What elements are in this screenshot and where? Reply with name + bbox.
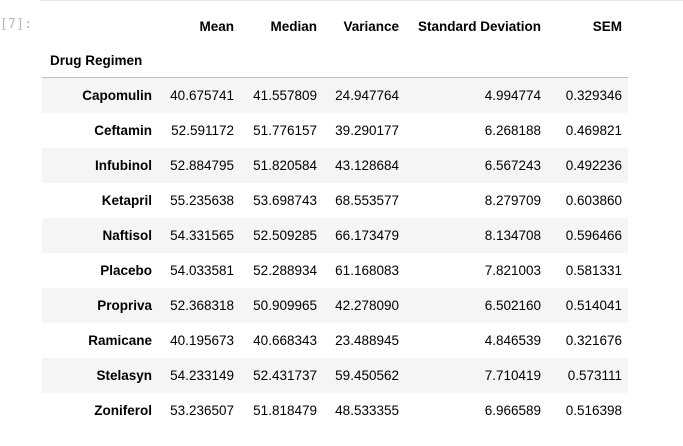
column-header-row: Mean Median Variance Standard Deviation … [42,9,628,43]
cell-median: 51.820584 [253,157,317,173]
cell-median: 40.668343 [253,332,317,348]
column-header-median: Median [270,18,317,34]
row-label: Stelasyn [96,367,152,383]
table-row: Naftisol 54.331565 52.509285 66.173479 8… [42,217,628,253]
row-label: Placebo [100,262,152,278]
cell-median: 53.698743 [253,192,317,208]
cell-variance: 66.173479 [335,227,399,243]
cell-standard-deviation: 4.846539 [484,332,541,348]
cell-median: 52.288934 [253,262,317,278]
table-row: Propriva 52.368318 50.909965 42.278090 6… [42,287,628,323]
cell-sem: 0.603860 [565,192,622,208]
table-row: Infubinol 52.884795 51.820584 43.128684 … [42,147,628,183]
row-label: Ketapril [101,192,152,208]
row-label: Ceftamin [94,122,152,138]
cell-standard-deviation: 6.966589 [484,402,541,418]
cell-sem: 0.514041 [565,297,622,313]
cell-median: 51.818479 [253,402,317,418]
cell-sem: 0.581331 [565,262,622,278]
row-label: Infubinol [95,157,152,173]
cell-standard-deviation: 8.134708 [484,227,541,243]
cell-variance: 39.290177 [335,122,399,138]
cell-variance: 24.947764 [335,87,399,103]
cell-mean: 54.331565 [170,227,234,243]
cell-variance: 59.450562 [335,367,399,383]
table-body: Capomulin 40.675741 41.557809 24.947764 … [42,77,628,428]
cell-standard-deviation: 8.279709 [484,192,541,208]
cell-mean: 52.591172 [171,122,234,138]
cell-variance: 68.553577 [335,192,399,208]
cell-sem: 0.596466 [565,227,622,243]
row-label: Naftisol [102,227,152,243]
cell-median: 50.909965 [253,297,317,313]
cell-median: 41.557809 [253,87,317,103]
cell-sem: 0.573111 [567,367,622,383]
column-header-variance: Variance [343,18,399,34]
cell-mean: 40.675741 [170,87,234,103]
table-row: Ceftamin 52.591172 51.776157 39.290177 6… [42,113,628,148]
cell-sem: 0.321676 [565,332,622,348]
table-header: Mean Median Variance Standard Deviation … [42,9,628,78]
cell-variance: 48.533355 [335,402,399,418]
cell-sem: 0.329346 [565,87,622,103]
table-row: Stelasyn 54.233149 52.431737 59.450562 7… [42,357,628,393]
table-row: Capomulin 40.675741 41.557809 24.947764 … [42,77,628,113]
cell-mean: 54.233149 [170,367,234,383]
cell-mean: 40.195673 [170,332,234,348]
table-row: Ramicane 40.195673 40.668343 23.488945 4… [42,323,628,358]
column-header-standard-deviation: Standard Deviation [417,18,541,34]
cell-sem: 0.516398 [565,402,622,418]
cell-standard-deviation: 6.502160 [484,297,541,313]
cell-mean: 52.368318 [170,297,234,313]
row-label: Zoniferol [94,402,152,418]
row-label: Propriva [97,297,152,313]
cell-standard-deviation: 6.268188 [484,122,541,138]
table-row: Ketapril 55.235638 53.698743 68.553577 8… [42,183,628,218]
index-name: Drug Regimen [50,52,143,68]
cell-standard-deviation: 6.567243 [484,157,541,173]
cell-standard-deviation: 4.994774 [484,87,541,103]
cell-mean: 52.884795 [170,157,234,173]
column-header-mean: Mean [199,18,234,34]
column-header-sem: SEM [592,18,622,34]
cell-variance: 23.488945 [335,332,399,348]
table-row: Placebo 54.033581 52.288934 61.168083 7.… [42,253,628,288]
cell-sem: 0.469821 [565,122,622,138]
index-name-row: Drug Regimen [42,43,628,78]
cell-median: 52.431737 [253,367,317,383]
cell-mean: 53.236507 [170,402,234,418]
cell-variance: 61.168083 [335,262,399,278]
cell-variance: 42.278090 [335,297,399,313]
execution-count-prompt: [7]: [0,17,33,32]
dataframe-table: Mean Median Variance Standard Deviation … [42,9,628,428]
cell-mean: 54.033581 [170,262,234,278]
row-label: Capomulin [82,87,152,103]
cell-median: 52.509285 [253,227,317,243]
cell-variance: 43.128684 [335,157,399,173]
cell-standard-deviation: 7.821003 [484,262,541,278]
cell-mean: 55.235638 [170,192,234,208]
cell-top-border [40,0,683,1]
corner-cell [42,9,158,43]
cell-standard-deviation: 7.710419 [484,367,541,383]
table-row: Zoniferol 53.236507 51.818479 48.533355 … [42,393,628,428]
row-label: Ramicane [88,332,152,348]
cell-median: 51.776157 [253,122,317,138]
cell-sem: 0.492236 [565,157,622,173]
